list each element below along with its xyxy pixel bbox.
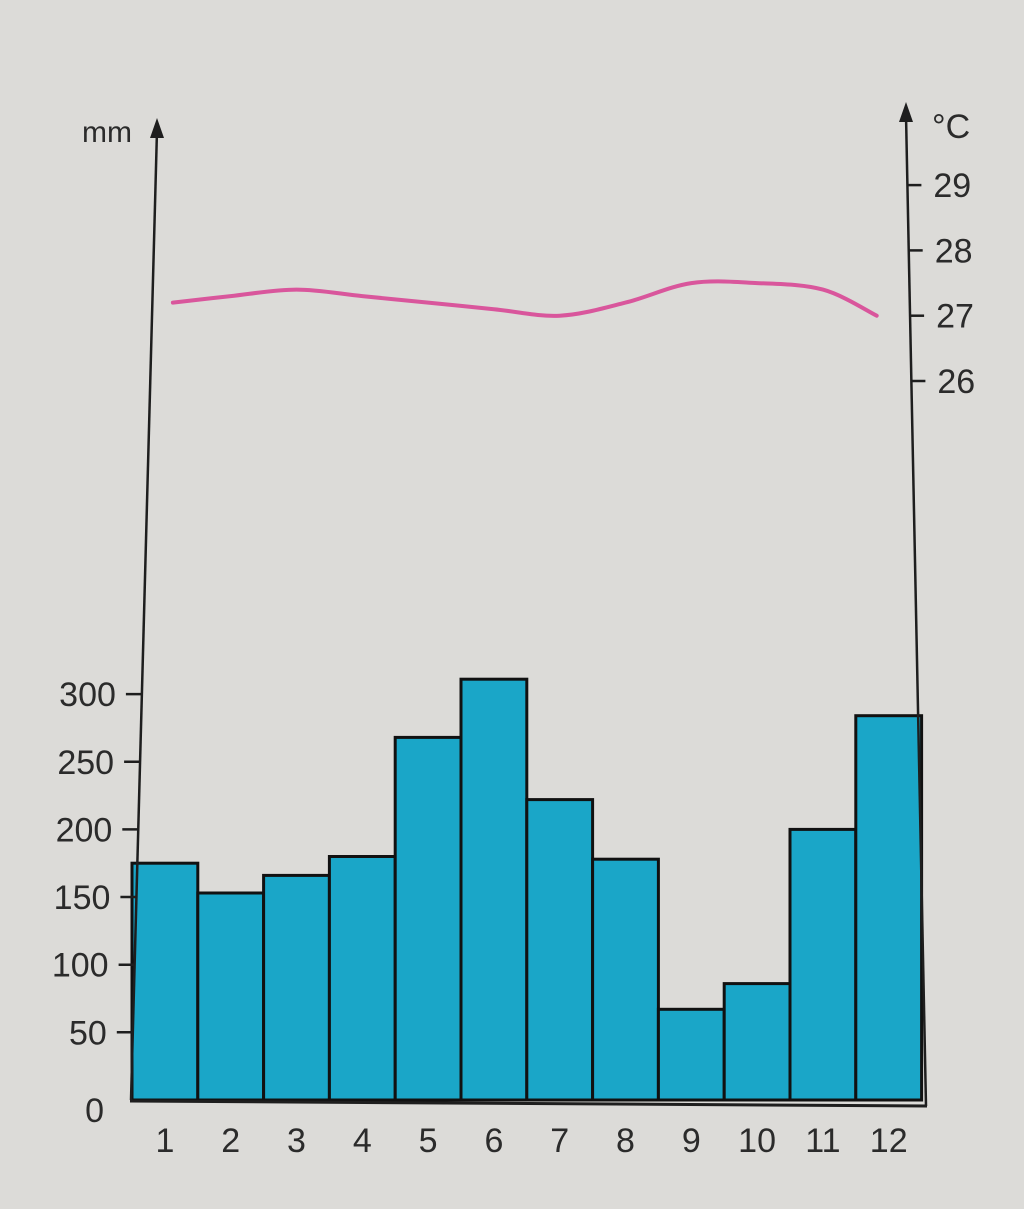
x-tick-label: 2 (221, 1122, 240, 1160)
left-tick-label: 0 (85, 1092, 104, 1130)
x-tick-label: 12 (870, 1122, 908, 1160)
x-axis-labels: 1 2 3 4 5 6 7 8 9 10 11 12 (155, 1122, 907, 1160)
precip-bar-5 (393, 735, 463, 1102)
x-tick-label: 6 (484, 1122, 503, 1160)
left-tick-label: 250 (57, 744, 114, 782)
x-tick-label: 4 (353, 1122, 372, 1160)
right-axis: °C 26 27 28 29 (899, 102, 975, 1107)
left-tick-label: 100 (52, 947, 109, 985)
x-tick-label: 11 (805, 1122, 840, 1160)
x-tick-label: 5 (419, 1122, 438, 1160)
precipitation-bars (130, 677, 924, 1102)
x-tick-label: 7 (550, 1122, 569, 1160)
left-axis-line (129, 129, 159, 1101)
left-axis-unit: mm (82, 116, 132, 149)
precip-bar-12 (854, 714, 924, 1102)
right-axis-arrow-icon (899, 102, 913, 122)
x-tick-label: 1 (155, 1122, 174, 1160)
right-tick-label: 29 (933, 167, 971, 205)
left-axis: mm 0 50 100 150 200 250 300 (52, 116, 164, 1130)
precip-bar-6 (459, 677, 529, 1102)
left-tick-label: 150 (54, 879, 111, 917)
x-tick-label: 9 (682, 1122, 701, 1160)
right-tick-label: 27 (936, 298, 974, 336)
left-tick-label: 300 (59, 676, 116, 714)
precip-bar-4 (327, 855, 397, 1102)
precip-bar-9 (656, 1007, 726, 1102)
precip-bar-10 (722, 982, 792, 1102)
precip-bar-3 (262, 873, 331, 1102)
precip-bar-11 (788, 827, 858, 1102)
precip-bar-8 (591, 857, 660, 1102)
right-tick-label: 26 (937, 363, 975, 401)
precip-bar-7 (525, 798, 595, 1102)
x-tick-label: 8 (616, 1122, 635, 1160)
x-axis-line (129, 1099, 928, 1108)
x-tick-label: 3 (287, 1122, 306, 1160)
right-tick-label: 28 (935, 232, 973, 270)
precip-bar-2 (196, 891, 266, 1102)
precip-bar-1 (130, 861, 200, 1102)
right-axis-line (904, 114, 928, 1107)
temperature-line (170, 279, 879, 318)
left-tick-label: 50 (69, 1014, 107, 1052)
x-tick-label: 10 (738, 1122, 776, 1160)
left-axis-arrow-icon (150, 118, 164, 138)
left-tick-label: 200 (56, 811, 113, 849)
right-axis-unit: °C (932, 108, 970, 146)
